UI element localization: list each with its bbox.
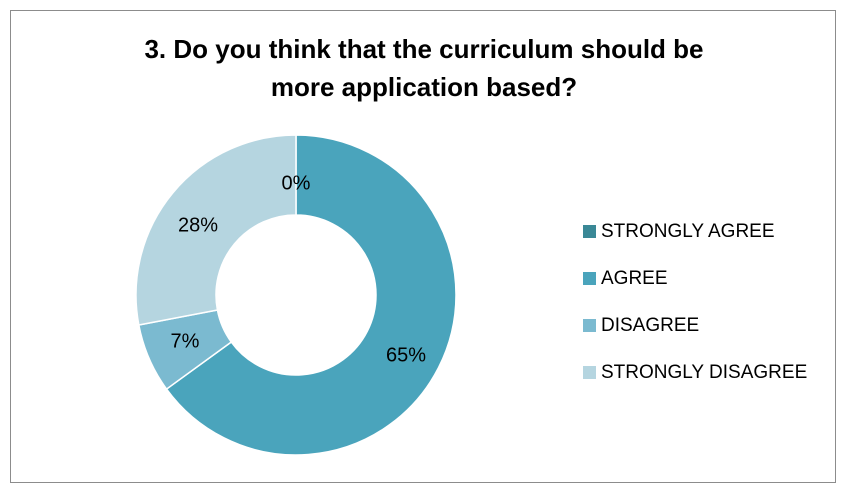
chart-title-line-1: 3. Do you think that the curriculum shou… (144, 34, 704, 64)
data-label-strongly-disagree: 28% (178, 214, 218, 236)
donut-slice-strongly-disagree (135, 134, 297, 326)
chart-title: 3. Do you think that the curriculum shou… (0, 30, 848, 106)
data-label-disagree: 7% (171, 330, 200, 352)
legend-label: STRONGLY AGREE (601, 221, 775, 242)
legend-label: DISAGREE (601, 315, 700, 336)
legend-swatch (583, 366, 596, 379)
legend-swatch (583, 319, 596, 332)
legend-swatch (583, 225, 596, 238)
chart-title-line-2: more application based? (270, 72, 578, 102)
legend-swatch (583, 272, 596, 285)
data-label-agree: 65% (386, 344, 426, 366)
donut-slice-agree (165, 134, 457, 456)
data-label-strongly-agree: 0% (282, 172, 311, 194)
legend-label: STRONGLY DISAGREE (601, 362, 808, 383)
legend-label: AGREE (601, 268, 668, 289)
